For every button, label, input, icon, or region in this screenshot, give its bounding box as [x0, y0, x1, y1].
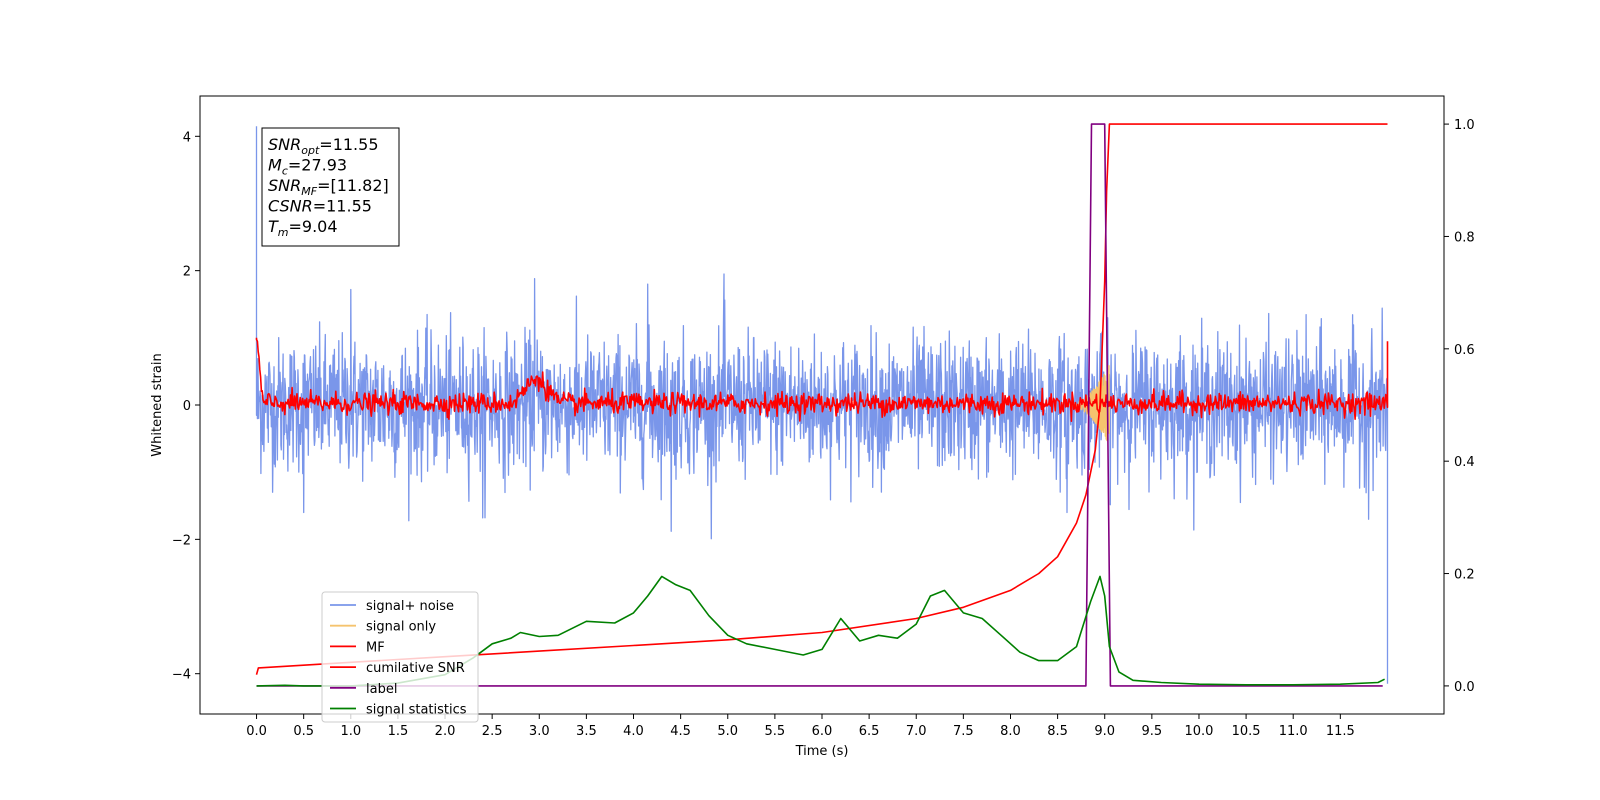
x-tick-label: 9.5 — [1142, 724, 1163, 739]
y-left-tick-label: −4 — [172, 668, 191, 683]
legend-label: label — [366, 682, 397, 697]
annotation-line: SNRopt=11.55 — [268, 135, 379, 157]
annotation-line: SNRMF=[11.82] — [268, 176, 389, 198]
legend-frame — [321, 591, 479, 723]
x-tick-label: 1.0 — [340, 724, 361, 739]
y-left-tick-label: 4 — [183, 130, 191, 145]
y-right-tick-label: 0.2 — [1454, 568, 1475, 583]
x-tick-label: 4.5 — [670, 724, 691, 739]
x-tick-label: 0.5 — [293, 724, 314, 739]
series-label-line — [256, 123, 1383, 687]
x-tick-label: 9.0 — [1094, 724, 1115, 739]
annotation-line: CSNR=11.55 — [268, 197, 372, 216]
y-left-tick-label: 2 — [183, 265, 191, 280]
annotation-frame — [261, 127, 400, 247]
x-axis: 0.0 0.5 1.0 1.5 2.0 2.5 3.0 3.5 4.0 4.5 5.0 5.5 6.0 6… — [246, 714, 1355, 739]
x-tick-label: 4.0 — [623, 724, 644, 739]
series-mf-line — [255, 337, 1389, 422]
x-tick-label: 2.0 — [435, 724, 456, 739]
y-right-tick-label: 0.0 — [1454, 680, 1475, 695]
series-layer — [255, 123, 1389, 687]
legend-label: cumilative SNR — [366, 661, 465, 676]
x-tick-label: 5.5 — [765, 724, 786, 739]
x-tick-label: 1.5 — [388, 724, 409, 739]
x-axis-label: Time (s) — [795, 744, 849, 759]
x-tick-label: 6.5 — [859, 724, 880, 739]
legend-label: signal statistics — [366, 703, 467, 718]
x-tick-label: 5.0 — [717, 724, 738, 739]
series-signal-statistics-line — [256, 575, 1385, 687]
x-tick-label: 0.0 — [246, 724, 267, 739]
x-tick-label: 11.5 — [1326, 724, 1355, 739]
y-axis-right: 0.0 0.2 0.4 0.6 0.8 1.0 — [1444, 118, 1475, 695]
series-signal-noise-line — [255, 126, 1389, 684]
annotation-line: Mc=27.93 — [268, 156, 347, 178]
legend-label: signal+ noise — [366, 599, 454, 614]
annotation-line: Tm=9.04 — [268, 217, 338, 239]
y-left-tick-label: −2 — [172, 533, 191, 548]
y-left-tick-label: 0 — [183, 399, 191, 414]
x-tick-label: 8.0 — [1000, 724, 1021, 739]
y-axis-left: −4 −2 0 2 4 — [172, 130, 200, 683]
x-tick-label: 10.5 — [1232, 724, 1261, 739]
x-tick-label: 10.0 — [1184, 724, 1213, 739]
legend-label: signal only — [366, 620, 436, 635]
y-right-tick-label: 0.4 — [1454, 455, 1475, 470]
annotation-box: SNRopt=11.55Mc=27.93SNRMF=[11.82]CSNR=11… — [261, 127, 400, 247]
series-cumilative-snr-line — [255, 123, 1388, 675]
y-right-tick-label: 1.0 — [1454, 118, 1475, 133]
x-tick-label: 6.0 — [812, 724, 833, 739]
legend: signal+ noise signal only MF cumilative SNR… — [321, 591, 479, 723]
legend-label: MF — [366, 640, 385, 655]
x-tick-label: 3.5 — [576, 724, 597, 739]
x-tick-label: 7.5 — [953, 724, 974, 739]
y-right-tick-label: 0.8 — [1454, 230, 1475, 245]
x-tick-label: 3.0 — [529, 724, 550, 739]
x-tick-label: 7.0 — [906, 724, 927, 739]
x-tick-label: 11.0 — [1279, 724, 1308, 739]
y-axis-label-left: Whitened strain — [150, 353, 165, 456]
x-tick-label: 8.5 — [1047, 724, 1068, 739]
y-right-tick-label: 0.6 — [1454, 343, 1475, 358]
x-tick-label: 2.5 — [482, 724, 503, 739]
